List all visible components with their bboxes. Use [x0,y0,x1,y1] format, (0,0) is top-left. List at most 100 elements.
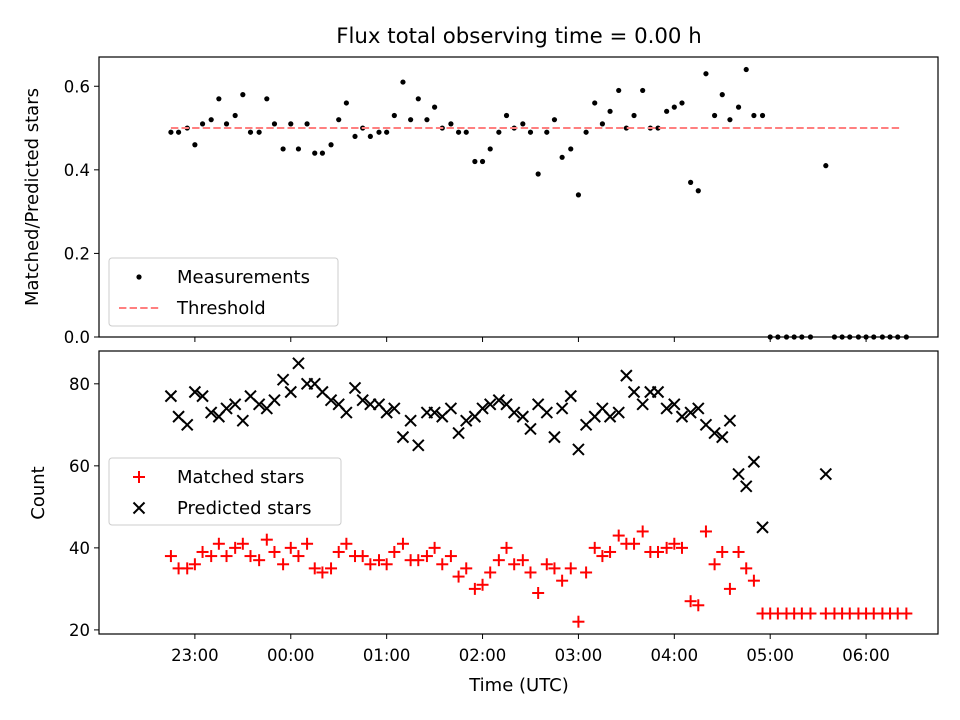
x-tick-label: 06:00 [842,646,890,665]
data-point [268,545,281,558]
data-point [212,537,225,550]
data-point [556,574,569,587]
data-point [181,562,194,575]
data-point [240,92,246,98]
data-point [660,402,673,415]
data-point [636,398,649,411]
data-point [612,529,625,542]
y-tick-label: 60 [69,457,90,476]
data-point [432,104,438,110]
data-point [524,422,537,436]
data-point [372,554,385,567]
data-point [900,607,913,620]
data-point [232,112,238,119]
data-point [603,410,617,423]
data-point [668,398,681,411]
data-point [332,545,345,558]
data-point [463,129,469,135]
data-point [384,129,390,135]
data-point [479,158,486,165]
data-point [751,112,757,119]
data-point [500,541,513,554]
x-tick-label: 00:00 [267,646,315,665]
data-point [727,117,733,123]
figure-title: Flux total observing time = 0.00 h [336,24,702,49]
data-point [679,100,685,106]
data-point [168,129,174,135]
data-point [492,554,505,567]
data-point [703,71,709,77]
data-point [277,558,290,571]
data-point [575,192,582,198]
data-point [636,525,649,538]
data-point [412,439,425,452]
data-point [660,541,673,554]
data-point [732,545,745,558]
data-point [324,394,338,407]
data-point [695,188,701,194]
data-point [284,541,297,554]
data-point [652,545,665,558]
data-point [716,430,729,444]
data-point [544,129,550,135]
data-point [308,562,321,575]
x-axis-label: Time (UTC) [468,675,569,696]
data-point [604,545,617,558]
data-point [256,129,262,135]
data-point [583,129,589,135]
data-point [412,554,425,567]
data-point [343,100,349,106]
data-point [599,121,606,127]
data-point [295,146,302,152]
data-point [264,96,270,102]
data-point [631,112,637,119]
data-point [492,394,506,407]
data-point [276,373,290,386]
data-point [304,121,310,127]
data-point [740,562,753,575]
data-point [472,158,478,165]
x-tick-label: 03:00 [555,646,603,665]
data-point [247,129,254,135]
data-point [723,414,737,427]
y-tick-label: 40 [69,539,90,558]
data-point [555,402,569,415]
data-point [708,426,721,440]
data-point [607,108,613,114]
data-point [516,410,530,423]
data-point [376,129,382,135]
x-tick-label: 05:00 [746,646,794,665]
data-point [196,389,209,403]
data-point [747,455,761,468]
data-point [271,121,278,127]
data-point [424,117,430,123]
data-point [719,92,725,98]
data-point [507,406,521,419]
data-point [252,398,266,411]
data-point [487,146,493,152]
data-point [312,150,318,156]
legend-threshold-label: Threshold [176,298,266,319]
ratio-panel: Matched/Predicted stars 0.0 0.2 0.4 0.6 Mea… [22,56,939,347]
y-tick-label: 0.6 [64,77,90,96]
data-point [319,150,326,156]
data-point [181,418,194,432]
data-point [460,562,473,575]
data-point [164,550,177,563]
data-point [199,121,206,127]
data-point [664,108,670,114]
data-point [391,112,397,119]
legend-predicted-label: Predicted stars [177,498,311,519]
legend-measurements-label: Measurements [177,267,310,288]
data-point [468,582,481,595]
series-predicted-stars [164,357,833,534]
data-point [244,550,257,563]
x-tick-label: 01:00 [363,646,411,665]
data-point [192,142,198,148]
data-point [684,595,697,608]
data-point [340,537,353,550]
data-point [336,117,342,123]
data-point [671,104,677,110]
data-point [228,398,242,411]
data-point [396,537,409,550]
